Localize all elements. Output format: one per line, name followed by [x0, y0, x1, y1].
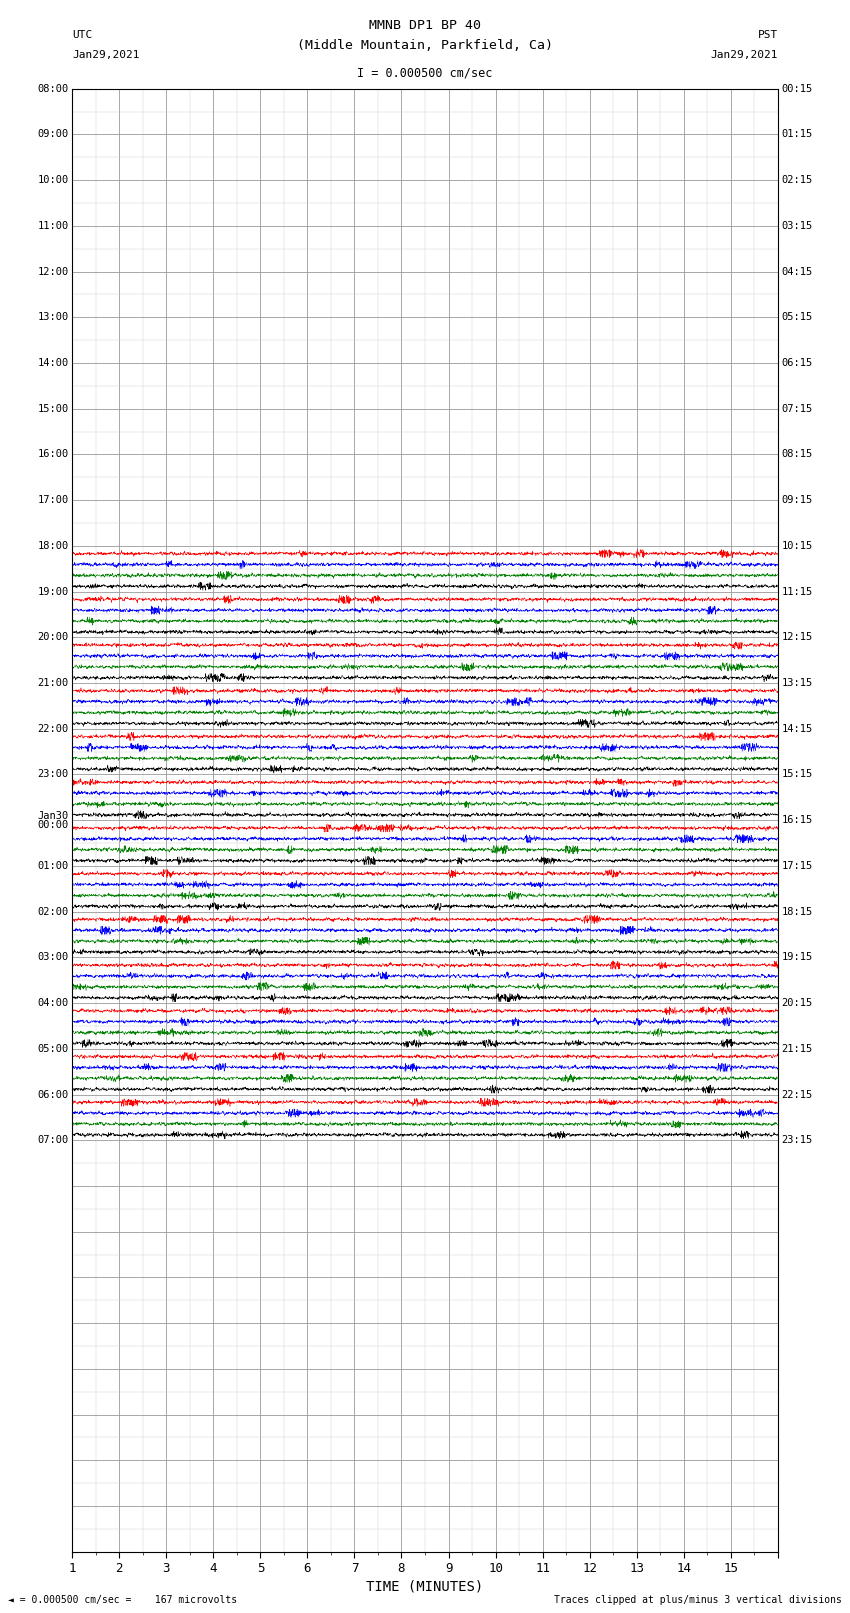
- Text: 02:15: 02:15: [781, 176, 813, 185]
- Text: 23:00: 23:00: [37, 769, 69, 779]
- Text: 01:15: 01:15: [781, 129, 813, 139]
- Text: 03:15: 03:15: [781, 221, 813, 231]
- Text: 07:15: 07:15: [781, 403, 813, 415]
- Text: 13:15: 13:15: [781, 677, 813, 689]
- Text: Jan30
00:00: Jan30 00:00: [37, 811, 69, 829]
- Text: Traces clipped at plus/minus 3 vertical divisions: Traces clipped at plus/minus 3 vertical …: [553, 1595, 842, 1605]
- Text: 22:15: 22:15: [781, 1089, 813, 1100]
- Text: 12:00: 12:00: [37, 266, 69, 276]
- Text: 20:15: 20:15: [781, 998, 813, 1008]
- Text: 08:15: 08:15: [781, 450, 813, 460]
- Text: 18:15: 18:15: [781, 907, 813, 916]
- Text: 05:15: 05:15: [781, 313, 813, 323]
- Text: 15:00: 15:00: [37, 403, 69, 415]
- Text: 06:00: 06:00: [37, 1089, 69, 1100]
- Text: 11:00: 11:00: [37, 221, 69, 231]
- Text: 09:15: 09:15: [781, 495, 813, 505]
- Text: Jan29,2021: Jan29,2021: [711, 50, 778, 60]
- Text: 10:15: 10:15: [781, 540, 813, 552]
- Text: (Middle Mountain, Parkfield, Ca): (Middle Mountain, Parkfield, Ca): [297, 39, 553, 52]
- Text: MMNB DP1 BP 40: MMNB DP1 BP 40: [369, 19, 481, 32]
- Text: UTC: UTC: [72, 31, 93, 40]
- Text: 22:00: 22:00: [37, 724, 69, 734]
- Text: PST: PST: [757, 31, 778, 40]
- Text: 08:00: 08:00: [37, 84, 69, 94]
- Text: 16:15: 16:15: [781, 815, 813, 826]
- Text: 18:00: 18:00: [37, 540, 69, 552]
- Text: 04:00: 04:00: [37, 998, 69, 1008]
- Text: 04:15: 04:15: [781, 266, 813, 276]
- Text: 14:15: 14:15: [781, 724, 813, 734]
- Text: 21:15: 21:15: [781, 1044, 813, 1053]
- Text: ◄ = 0.000500 cm/sec =    167 microvolts: ◄ = 0.000500 cm/sec = 167 microvolts: [8, 1595, 238, 1605]
- Text: 17:15: 17:15: [781, 861, 813, 871]
- Text: 12:15: 12:15: [781, 632, 813, 642]
- Text: 11:15: 11:15: [781, 587, 813, 597]
- Text: 10:00: 10:00: [37, 176, 69, 185]
- X-axis label: TIME (MINUTES): TIME (MINUTES): [366, 1579, 484, 1594]
- Text: 13:00: 13:00: [37, 313, 69, 323]
- Text: 05:00: 05:00: [37, 1044, 69, 1053]
- Text: 17:00: 17:00: [37, 495, 69, 505]
- Text: 23:15: 23:15: [781, 1136, 813, 1145]
- Text: Jan29,2021: Jan29,2021: [72, 50, 139, 60]
- Text: 16:00: 16:00: [37, 450, 69, 460]
- Text: I = 0.000500 cm/sec: I = 0.000500 cm/sec: [357, 66, 493, 79]
- Text: 19:00: 19:00: [37, 587, 69, 597]
- Text: 03:00: 03:00: [37, 952, 69, 963]
- Text: 15:15: 15:15: [781, 769, 813, 779]
- Text: 02:00: 02:00: [37, 907, 69, 916]
- Text: 21:00: 21:00: [37, 677, 69, 689]
- Text: 09:00: 09:00: [37, 129, 69, 139]
- Text: 00:15: 00:15: [781, 84, 813, 94]
- Text: 19:15: 19:15: [781, 952, 813, 963]
- Text: 14:00: 14:00: [37, 358, 69, 368]
- Text: 07:00: 07:00: [37, 1136, 69, 1145]
- Text: 20:00: 20:00: [37, 632, 69, 642]
- Text: 06:15: 06:15: [781, 358, 813, 368]
- Text: 01:00: 01:00: [37, 861, 69, 871]
